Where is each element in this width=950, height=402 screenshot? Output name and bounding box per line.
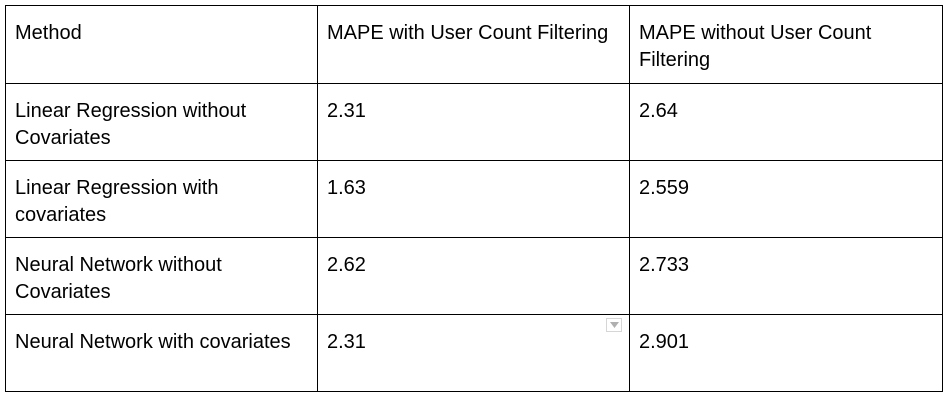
header-label: Method (15, 22, 82, 44)
table-cell-method[interactable]: Neural Network with covariates (5, 314, 318, 392)
table-row: Neural Network with covariates 2.31 2.90… (5, 314, 943, 392)
cell-text: 2.62 (327, 254, 366, 276)
cell-text: Linear Regression without Covariates (15, 100, 247, 149)
table-cell-mape-with[interactable]: 2.31 (317, 83, 630, 161)
cell-text: 2.64 (639, 100, 678, 122)
header-label: MAPE without User Count Filtering (639, 22, 872, 71)
cell-text: 2.901 (639, 331, 690, 353)
cell-text: 2.559 (639, 177, 690, 199)
cell-text: 2.31 (327, 331, 366, 353)
cell-text: Linear Regression with covariates (15, 177, 219, 226)
table-cell-mape-without[interactable]: 2.559 (629, 160, 943, 238)
table-row: Linear Regression with covariates 1.63 2… (5, 160, 943, 238)
table-header-row: Method MAPE with User Count Filtering MA… (5, 5, 943, 84)
cell-text: 2.733 (639, 254, 690, 276)
table-cell-method[interactable]: Linear Regression with covariates (5, 160, 318, 238)
table-cell-mape-without[interactable]: 2.901 (629, 314, 943, 392)
cell-text: 2.31 (327, 100, 366, 122)
header-label: MAPE with User Count Filtering (327, 22, 609, 44)
cell-text: Neural Network without Covariates (15, 254, 222, 303)
table-row: Linear Regression without Covariates 2.3… (5, 83, 943, 161)
chevron-down-icon[interactable] (606, 318, 622, 332)
table-cell-method[interactable]: Neural Network without Covariates (5, 237, 318, 315)
chevron-down-icon-glyph (610, 322, 619, 328)
header-cell-mape-without-filtering[interactable]: MAPE without User Count Filtering (629, 5, 943, 84)
table-cell-mape-without[interactable]: 2.733 (629, 237, 943, 315)
header-cell-method[interactable]: Method (5, 5, 318, 84)
header-cell-mape-with-filtering[interactable]: MAPE with User Count Filtering (317, 5, 630, 84)
table-cell-mape-with[interactable]: 2.62 (317, 237, 630, 315)
table-cell-mape-with[interactable]: 2.31 (317, 314, 630, 392)
cell-text: 1.63 (327, 177, 366, 199)
results-table: Method MAPE with User Count Filtering MA… (5, 5, 943, 392)
table-row: Neural Network without Covariates 2.62 2… (5, 237, 943, 315)
table-cell-mape-with[interactable]: 1.63 (317, 160, 630, 238)
table-cell-method[interactable]: Linear Regression without Covariates (5, 83, 318, 161)
table-cell-mape-without[interactable]: 2.64 (629, 83, 943, 161)
cell-text: Neural Network with covariates (15, 331, 291, 353)
